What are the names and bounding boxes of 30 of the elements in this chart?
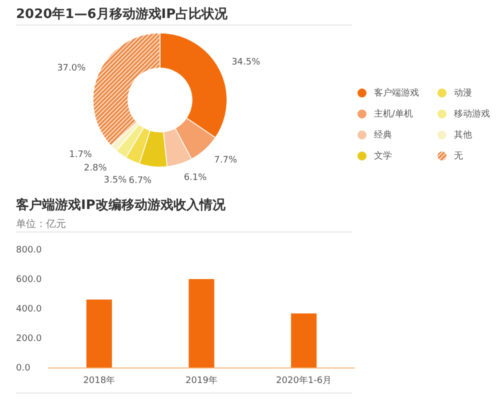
legend-label: 主机/单机 <box>374 108 414 120</box>
legend-label: 经典 <box>374 129 392 140</box>
y-tick-label: 0.0 <box>16 363 31 374</box>
data-label: 1.7% <box>69 150 92 160</box>
legend-label: 客户端游戏 <box>374 87 419 98</box>
x-tick-label: 2020年1-6月 <box>276 375 332 386</box>
bar <box>86 300 112 368</box>
data-label: 2.8% <box>84 163 108 174</box>
x-tick-label: 2018年 <box>83 375 116 386</box>
legend-label: 无 <box>454 151 463 162</box>
y-tick-label: 600.0 <box>16 274 42 285</box>
legend-label: 其他 <box>454 129 472 140</box>
y-tick-label: 200.0 <box>16 334 42 344</box>
legend-label: 动漫 <box>454 87 472 98</box>
data-label: 3.5% <box>104 175 128 186</box>
y-tick-label: 800.0 <box>16 245 42 256</box>
data-label: 6.1% <box>184 172 208 183</box>
data-label: 7.7% <box>214 156 238 166</box>
x-tick-label: 2019年 <box>186 375 218 386</box>
chart-title: 2020年1—6月移动游戏IP占比状况 <box>16 7 229 22</box>
legend-label: 移动游戏 <box>454 108 490 120</box>
data-label: 37.0% <box>57 63 86 74</box>
bar <box>291 313 317 368</box>
bar <box>188 279 214 368</box>
chart-subtitle: 单位：亿元 <box>16 218 66 230</box>
data-label: 34.5% <box>232 58 261 68</box>
legend-label: 文学 <box>374 150 392 162</box>
data-label: 6.7% <box>128 176 152 186</box>
y-tick-label: 400.0 <box>16 304 42 314</box>
chart-title: 客户端游戏IP改编移动游戏收入情况 <box>15 197 226 213</box>
